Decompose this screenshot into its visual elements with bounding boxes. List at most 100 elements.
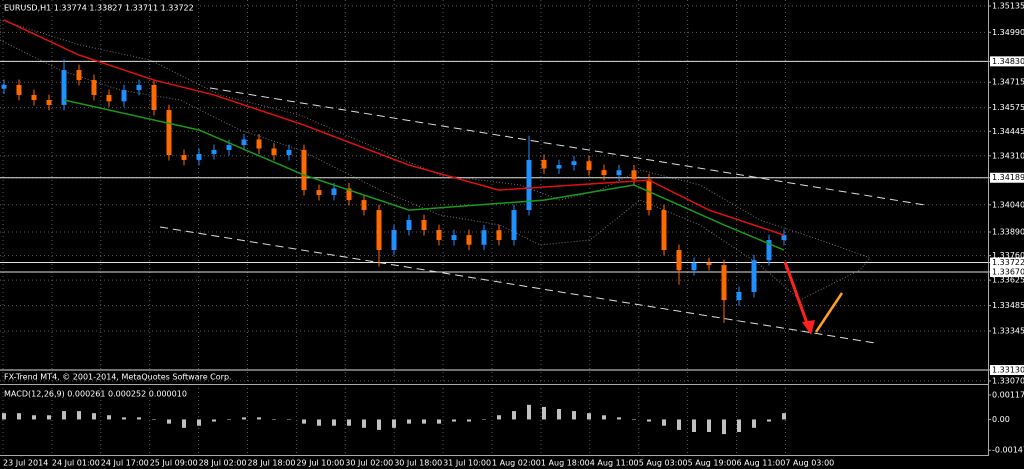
candle-body [601,170,607,176]
candle-body [301,149,307,191]
candle-body [331,188,337,195]
macd-bar [2,413,6,420]
x-tick-label: 30 Jul 02:00 [345,459,393,468]
macd-bar [362,419,366,428]
candle-body [106,94,112,102]
candle-body [526,159,532,211]
macd-bar [92,413,96,420]
candle-body [706,262,712,266]
candle-body [451,235,457,241]
moving-average [3,19,785,236]
macd-bar [287,419,291,420]
plot [0,19,988,435]
candle-body [361,200,367,211]
macd-bar [602,415,606,420]
x-tick-label: 25 Jul 09:00 [150,459,198,468]
x-tick-label: 28 Jul 02:00 [199,459,247,468]
y-tick-label: 1.35135 [992,1,1024,10]
candle-body [751,260,757,292]
candle-body [781,235,787,241]
macd-bar [107,415,111,420]
candle-body [481,230,487,245]
macd-bar [422,419,426,424]
macd-bar [407,419,411,424]
candle-body [76,70,82,81]
arrow-down [783,261,810,327]
macd-bar [452,419,456,422]
candle-body [16,84,22,95]
candle-body [166,110,172,156]
macd-bar [437,419,441,424]
macd-bar [272,419,276,420]
y-tick-label: -0.001472 [992,446,1024,455]
macd-bar [587,413,591,420]
candle-body [586,161,592,171]
y-tick-label: 1.34715 [992,78,1024,87]
macd-bar [572,411,576,420]
arrow-head [802,320,815,335]
price-label-box [990,172,1024,183]
y-tick-label: 1.34040 [992,200,1024,209]
macd-bar [32,415,36,420]
y-tick-label: 1.33722 [992,258,1024,267]
macd-bar [692,419,696,432]
y-tick-label: 1.34310 [992,151,1024,160]
y-tick-label: 1.34189 [992,173,1024,182]
macd-bar [662,419,666,426]
macd-bar [632,419,636,420]
y-tick-label: 1.33670 [992,267,1024,276]
y-tick-label: 1.34445 [992,127,1024,136]
candle-body [226,145,232,150]
candle-body [136,84,142,91]
macd-bar [77,411,81,420]
x-tick-label: 7 Aug 03:00 [785,459,834,468]
candle-body [616,170,622,176]
candle-body [241,139,247,146]
x-tick-label: 28 Jul 18:00 [248,459,296,468]
macd-bar [527,404,531,420]
macd-bar [137,417,141,420]
macd-bar [122,417,126,420]
macd-bar [347,419,351,426]
candle-body [466,235,472,245]
arrow-up [814,292,844,333]
x-tick-label: 31 Jul 10:00 [443,459,491,468]
y-tick-label: 1.33890 [992,228,1024,237]
ichimoku-cloud [0,19,871,301]
y-tick-label: 1.34990 [992,28,1024,37]
macd-bar [377,419,381,430]
channel-upper [209,87,926,206]
macd-bar [617,417,621,420]
y-tick-label: 1.34830 [992,57,1024,66]
x-tick-label: 29 Jul 10:00 [296,459,344,468]
macd-bar [17,413,21,420]
macd-bar [242,417,246,420]
y-tick-label: 1.33070 [992,376,1024,385]
x-tick-label: 30 Jul 18:00 [394,459,442,468]
y-tick-label: 1.33625 [992,276,1024,285]
macd-bar [722,419,726,435]
candle-body [691,262,697,271]
candle-body [1,84,7,89]
macd-title: MACD(12,26,9) 0.000261 0.000252 0.000010 [4,390,187,399]
candle-body [571,161,577,166]
macd-bar [62,411,66,420]
x-tick-label: 24 Jul 17:00 [101,459,149,468]
candle-body [256,139,262,149]
y-tick-label: 0.00 [992,415,1010,424]
macd-bar [497,415,501,420]
candle-body [631,170,637,180]
candle-body [316,190,322,195]
candle-body [286,149,292,156]
macd-bar [542,406,546,420]
y-tick-label: 1.33130 [992,366,1024,375]
candle-body [181,155,187,160]
candle-body [271,148,277,156]
macd-bar [47,415,51,420]
macd-bar [167,419,171,424]
x-tick-label: 4 Aug 11:00 [590,459,639,468]
macd-bar [767,419,771,422]
price-label-box [990,365,1024,376]
candle-body [391,230,397,251]
